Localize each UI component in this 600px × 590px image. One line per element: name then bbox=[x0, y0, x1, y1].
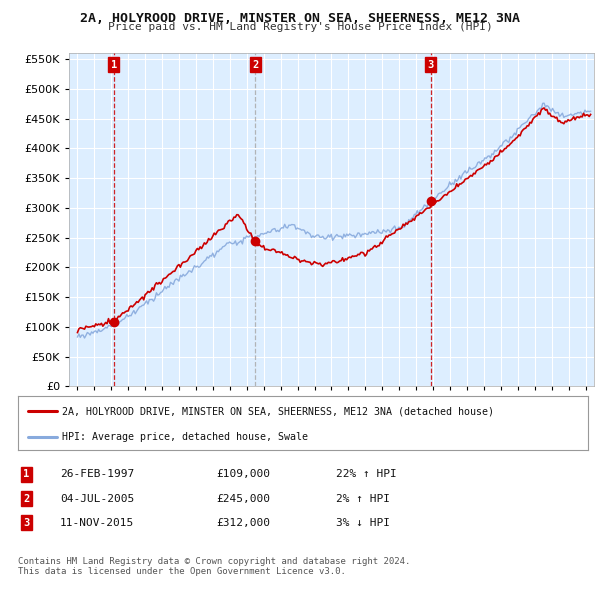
Text: 2% ↑ HPI: 2% ↑ HPI bbox=[336, 494, 390, 503]
Text: 2A, HOLYROOD DRIVE, MINSTER ON SEA, SHEERNESS, ME12 3NA (detached house): 2A, HOLYROOD DRIVE, MINSTER ON SEA, SHEE… bbox=[62, 407, 494, 417]
Text: Contains HM Land Registry data © Crown copyright and database right 2024.: Contains HM Land Registry data © Crown c… bbox=[18, 558, 410, 566]
Text: 3: 3 bbox=[428, 60, 434, 70]
Text: This data is licensed under the Open Government Licence v3.0.: This data is licensed under the Open Gov… bbox=[18, 568, 346, 576]
Text: 3% ↓ HPI: 3% ↓ HPI bbox=[336, 518, 390, 527]
Text: £109,000: £109,000 bbox=[216, 470, 270, 479]
Text: 22% ↑ HPI: 22% ↑ HPI bbox=[336, 470, 397, 479]
Text: 11-NOV-2015: 11-NOV-2015 bbox=[60, 518, 134, 527]
Text: 2: 2 bbox=[23, 494, 29, 503]
Text: £312,000: £312,000 bbox=[216, 518, 270, 527]
Text: 2: 2 bbox=[253, 60, 259, 70]
Text: HPI: Average price, detached house, Swale: HPI: Average price, detached house, Swal… bbox=[62, 432, 308, 442]
Text: 1: 1 bbox=[23, 470, 29, 479]
Text: 1: 1 bbox=[111, 60, 117, 70]
Text: 26-FEB-1997: 26-FEB-1997 bbox=[60, 470, 134, 479]
Text: 2A, HOLYROOD DRIVE, MINSTER ON SEA, SHEERNESS, ME12 3NA: 2A, HOLYROOD DRIVE, MINSTER ON SEA, SHEE… bbox=[80, 12, 520, 25]
Text: £245,000: £245,000 bbox=[216, 494, 270, 503]
Text: 04-JUL-2005: 04-JUL-2005 bbox=[60, 494, 134, 503]
Text: Price paid vs. HM Land Registry's House Price Index (HPI): Price paid vs. HM Land Registry's House … bbox=[107, 22, 493, 32]
Text: 3: 3 bbox=[23, 518, 29, 527]
